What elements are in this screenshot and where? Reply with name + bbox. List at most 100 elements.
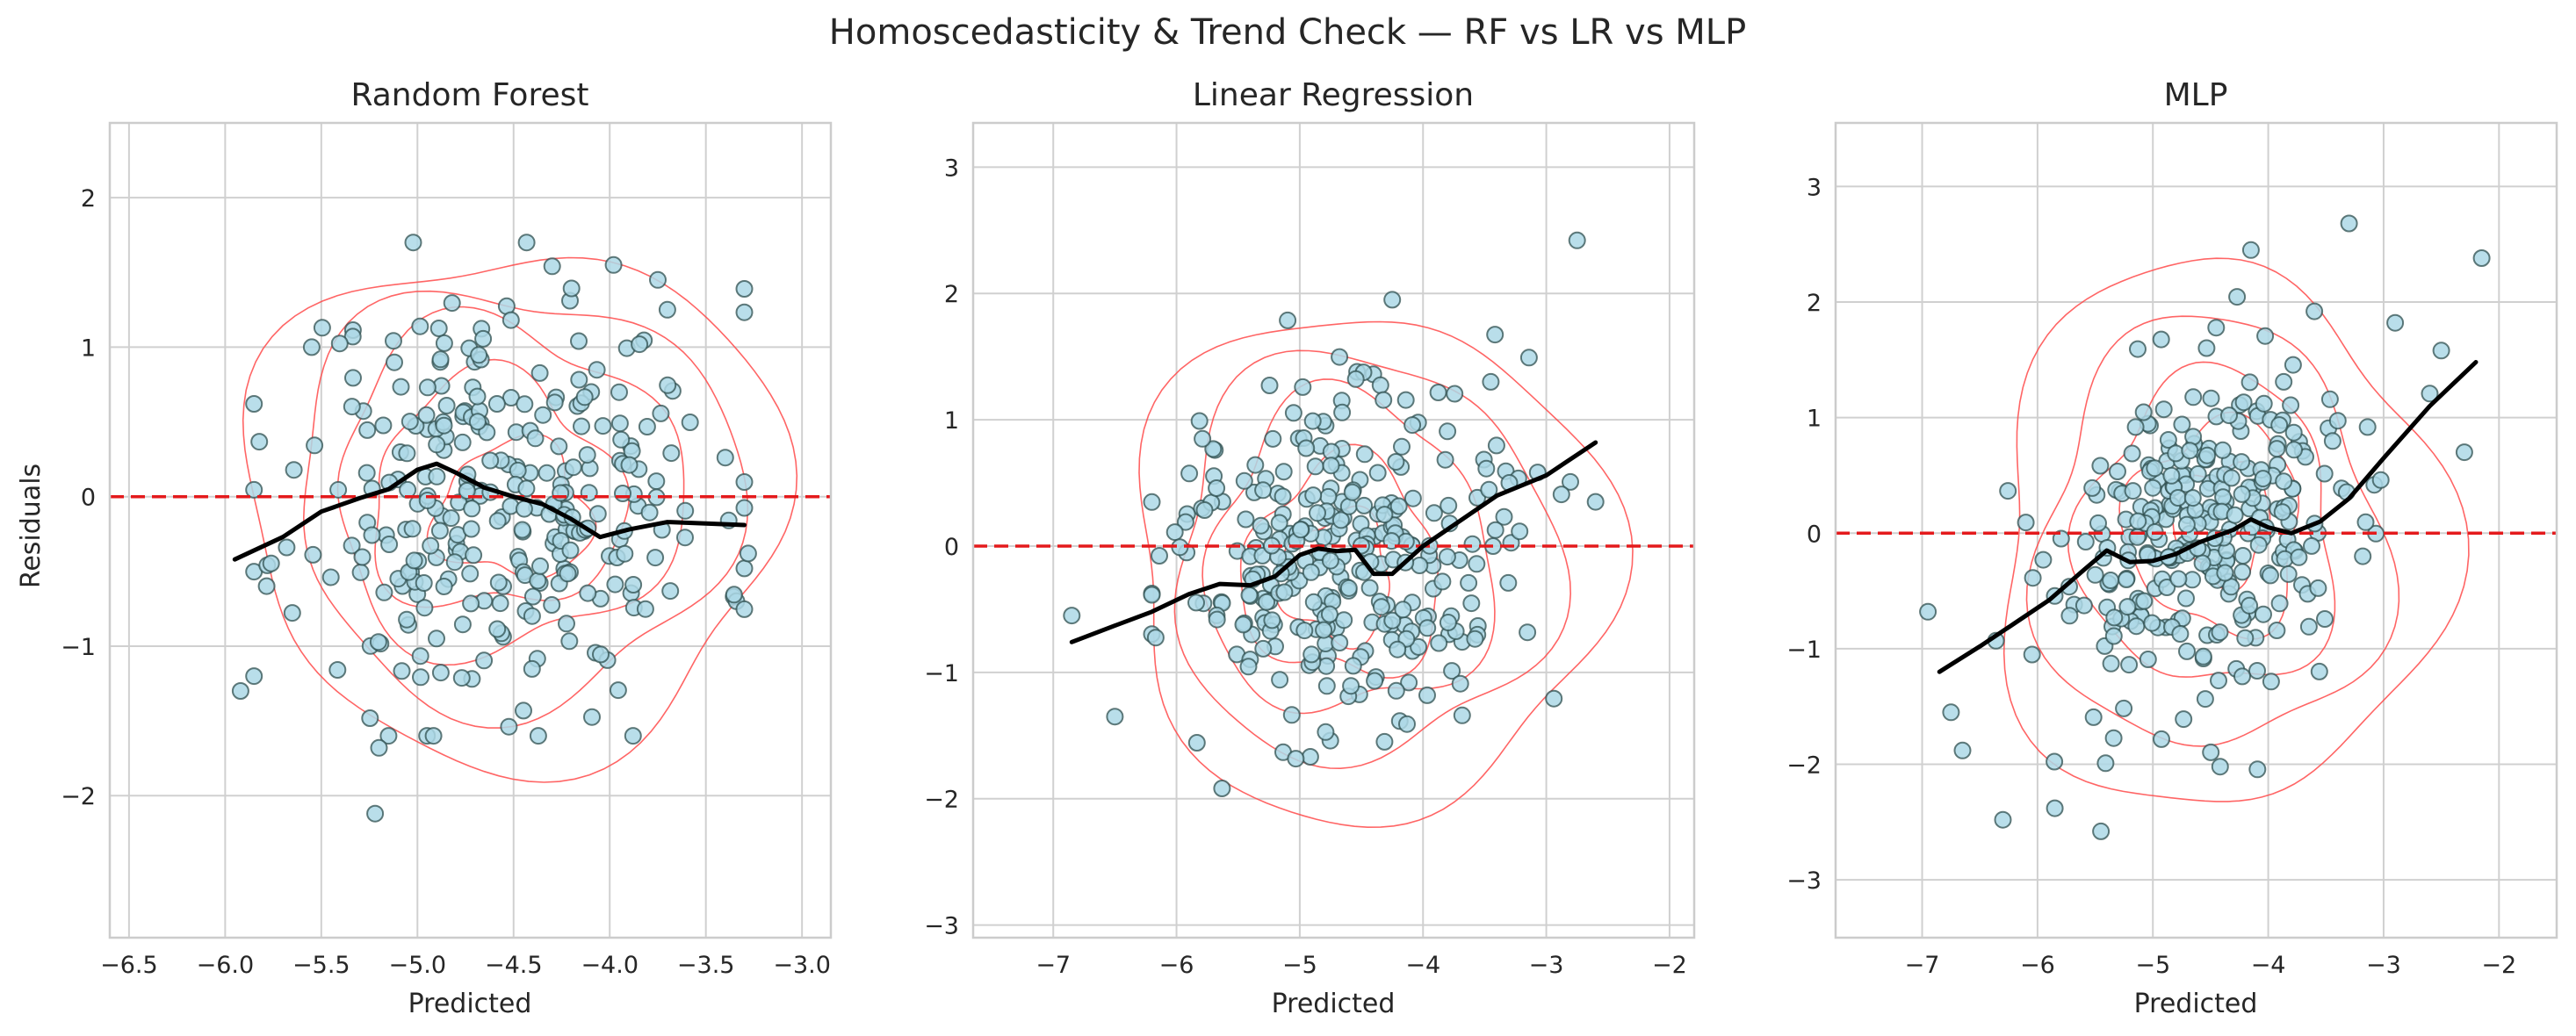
residual-point [545, 393, 564, 412]
residual-point [1303, 412, 1322, 430]
residual-point [405, 551, 423, 570]
residual-point [575, 388, 594, 406]
residual-point [1176, 513, 1194, 531]
residual-point [2152, 330, 2170, 349]
residual-point [501, 311, 520, 329]
residual-point [523, 659, 541, 678]
residual-point [1468, 555, 1486, 573]
residual-point [2432, 342, 2450, 360]
residual-point [631, 335, 649, 354]
residual-point [1480, 480, 1498, 499]
residual-point [583, 708, 601, 726]
residual-point [1375, 732, 1394, 751]
residual-point [412, 668, 429, 687]
residual-point [1270, 514, 1288, 532]
residual-point [2129, 512, 2147, 530]
residual-point [2086, 565, 2104, 584]
residual-point [488, 620, 507, 638]
residual-point [661, 582, 680, 601]
residual-point [561, 541, 580, 559]
residual-point [250, 433, 269, 451]
residual-point [1436, 450, 1454, 469]
residual-point [2178, 642, 2196, 660]
residual-point [2104, 729, 2123, 747]
residual-point [1411, 557, 1429, 574]
residual-point [735, 280, 754, 298]
residual-point [2268, 622, 2286, 639]
residual-point [1389, 640, 1407, 658]
residual-point [1315, 621, 1333, 639]
residual-point [2120, 656, 2139, 674]
residual-point [564, 458, 582, 477]
residual-point [515, 701, 532, 720]
residual-point [422, 536, 440, 555]
residual-point [1331, 634, 1349, 651]
residual-point [523, 587, 542, 606]
residual-point [463, 500, 481, 518]
x-tick-label: −4 [1405, 952, 1440, 979]
residual-point [2455, 443, 2473, 462]
residual-point [579, 584, 597, 602]
residual-point [1306, 457, 1324, 476]
residual-point [1346, 370, 1365, 388]
x-tick-label: −7 [1035, 952, 1071, 979]
residual-point [1106, 708, 1124, 726]
residual-point [534, 406, 552, 424]
residual-point [735, 600, 754, 618]
residual-point [375, 583, 393, 601]
residual-point [429, 320, 448, 337]
residual-point [1234, 615, 1252, 634]
x-tick-label: −6 [1159, 952, 1194, 979]
residual-point [488, 512, 507, 530]
residual-point [2241, 241, 2260, 259]
residual-point [2146, 459, 2164, 478]
residual-point [2167, 444, 2185, 463]
residual-point [385, 332, 402, 350]
residual-point [616, 544, 634, 563]
residual-point [1355, 496, 1374, 514]
scatter-points [231, 234, 757, 823]
residual-point [1495, 507, 1513, 526]
residual-point [2127, 617, 2146, 636]
residual-point [609, 681, 627, 700]
residual-point [428, 467, 446, 486]
residual-point [2123, 444, 2141, 463]
residual-point [1275, 583, 1294, 601]
residual-point [2270, 594, 2289, 613]
x-tick-label: −3.5 [677, 952, 735, 979]
residual-point [369, 633, 387, 651]
residual-point [2386, 313, 2405, 332]
residual-point [1396, 391, 1415, 409]
residual-point [2249, 536, 2268, 554]
y-axis-label: Residuals [16, 464, 47, 588]
residual-point [1463, 535, 1482, 553]
residual-point [1317, 677, 1336, 695]
residual-point [1393, 437, 1411, 456]
y-tick-label: 2 [944, 281, 959, 308]
residual-point [2303, 536, 2320, 555]
residual-point [321, 568, 340, 586]
scatter-points [1063, 231, 1605, 797]
residual-point [2233, 485, 2251, 503]
residual-point [1486, 521, 1504, 539]
residual-point [652, 404, 670, 422]
y-tick-label: 2 [81, 185, 96, 212]
residual-point [437, 397, 456, 414]
residual-point [2135, 592, 2154, 610]
residual-point [620, 456, 639, 474]
residual-point [2076, 533, 2095, 550]
residual-point [735, 559, 754, 578]
residual-point [612, 430, 631, 449]
residual-point [2207, 319, 2226, 337]
x-tick-label: −6.5 [100, 952, 158, 979]
residual-point [304, 545, 322, 564]
residual-point [443, 294, 461, 313]
residual-point [2226, 506, 2244, 524]
contour-line [2118, 411, 2300, 640]
residual-point [2075, 596, 2093, 615]
residual-point [404, 234, 422, 252]
residual-point [2299, 617, 2318, 636]
residual-point [2256, 327, 2275, 345]
x-tick-label: −2 [2481, 952, 2516, 979]
residual-point [403, 520, 422, 538]
